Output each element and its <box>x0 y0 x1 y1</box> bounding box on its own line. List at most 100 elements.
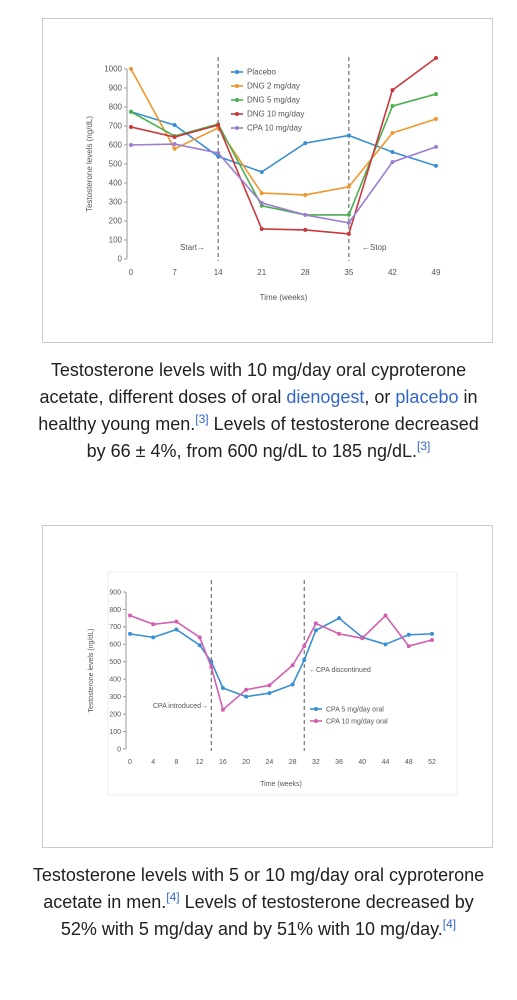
data-point <box>434 116 438 121</box>
legend-label: CPA 5 mg/day oral <box>326 706 384 713</box>
data-point <box>259 169 264 174</box>
caption-text: , or <box>364 387 396 407</box>
x-axis-label: Time (weeks) <box>260 781 302 788</box>
data-point <box>128 631 132 636</box>
legend-label: DNG 2 mg/day <box>247 82 300 91</box>
data-point <box>259 200 264 205</box>
x-tick-label: 12 <box>196 759 204 766</box>
caption-text: in healthy young men. <box>38 387 478 434</box>
data-point <box>313 628 318 633</box>
data-point <box>303 212 308 217</box>
data-point <box>197 643 202 648</box>
series-line <box>130 57 437 235</box>
x-tick-label: 48 <box>405 759 413 766</box>
data-point <box>390 88 395 93</box>
y-tick-label: 800 <box>109 103 123 112</box>
y-tick-label: 900 <box>109 589 121 596</box>
data-point <box>290 682 295 687</box>
x-tick-label: 40 <box>358 759 366 766</box>
y-tick-label: 700 <box>109 624 121 631</box>
data-point <box>303 141 308 146</box>
legend-label: CPA 10 mg/day <box>247 124 302 133</box>
link[interactable]: placebo <box>395 387 459 407</box>
series-line <box>130 143 437 224</box>
data-point <box>151 635 156 640</box>
y-tick-label: 900 <box>109 84 123 93</box>
data-point <box>434 144 438 149</box>
y-tick-label: 500 <box>109 659 121 666</box>
y-tick-label: 0 <box>117 746 121 753</box>
data-point <box>172 135 177 140</box>
data-point <box>216 154 221 159</box>
data-point <box>390 131 395 136</box>
legend-marker <box>235 84 239 88</box>
data-point <box>434 163 438 168</box>
annotation: ←CPA discontinued <box>309 667 371 674</box>
data-point <box>430 631 434 636</box>
data-point <box>129 143 133 147</box>
y-tick-label: 300 <box>109 694 121 701</box>
reference[interactable]: [3] <box>195 412 209 426</box>
data-point <box>259 191 264 196</box>
y-tick-label: 400 <box>109 677 121 684</box>
x-tick-label: 0 <box>128 759 132 766</box>
data-point <box>216 123 221 128</box>
data-point <box>197 635 202 640</box>
reference[interactable]: [4] <box>166 890 180 904</box>
x-tick-label: 35 <box>344 268 353 277</box>
series-line <box>129 617 433 698</box>
reference[interactable]: [3] <box>417 439 431 453</box>
data-point <box>337 631 342 636</box>
data-point <box>434 55 438 60</box>
x-tick-label: 7 <box>172 268 177 277</box>
plot <box>128 613 434 712</box>
legend-marker <box>235 98 239 102</box>
data-point <box>302 658 307 663</box>
caption-text: Testosterone levels with 10 mg/day oral … <box>39 360 467 407</box>
data-point <box>244 687 249 692</box>
y-tick-label: 0 <box>118 255 123 264</box>
y-tick-label: 100 <box>109 236 123 245</box>
annotation: CPA introduced→ <box>153 703 208 710</box>
legend-marker <box>235 112 239 116</box>
x-tick-label: 28 <box>289 759 297 766</box>
y-tick-label: 200 <box>109 217 123 226</box>
figure-frame <box>42 18 493 343</box>
x-axis-label: Time (weeks) <box>260 293 308 302</box>
reference[interactable]: [4] <box>442 917 457 931</box>
data-point <box>129 124 133 129</box>
legend-label: DNG 5 mg/day <box>247 96 300 105</box>
figure-frame <box>42 525 493 848</box>
legend-marker <box>235 126 239 130</box>
data-point <box>434 92 438 97</box>
y-axis-label: Testosterone levels (ng/dL) <box>85 116 94 212</box>
data-point <box>209 665 214 670</box>
data-point <box>129 109 133 114</box>
legend-label: Placebo <box>247 68 276 77</box>
data-point <box>267 691 272 696</box>
legend-label: CPA 10 mg/day oral <box>326 718 388 725</box>
series-line <box>130 93 437 216</box>
data-point <box>346 231 351 236</box>
data-point <box>128 613 132 618</box>
data-point <box>303 192 308 197</box>
x-tick-label: 20 <box>242 759 250 766</box>
data-point <box>337 616 342 621</box>
data-point <box>129 67 133 71</box>
y-tick-label: 1000 <box>104 65 122 74</box>
data-point <box>259 203 264 208</box>
x-tick-label: 21 <box>257 268 266 277</box>
data-point <box>346 220 351 225</box>
data-point <box>172 142 177 147</box>
series-line <box>130 110 437 173</box>
x-tick-label: 28 <box>301 268 310 277</box>
x-tick-label: 36 <box>335 759 343 766</box>
data-point <box>383 642 388 647</box>
legend-marker <box>314 719 318 723</box>
link[interactable]: dienogest <box>286 387 365 407</box>
data-point <box>406 632 411 637</box>
data-point <box>430 637 434 642</box>
y-tick-label: 600 <box>109 141 123 150</box>
x-tick-label: 16 <box>219 759 227 766</box>
data-point <box>302 644 307 649</box>
